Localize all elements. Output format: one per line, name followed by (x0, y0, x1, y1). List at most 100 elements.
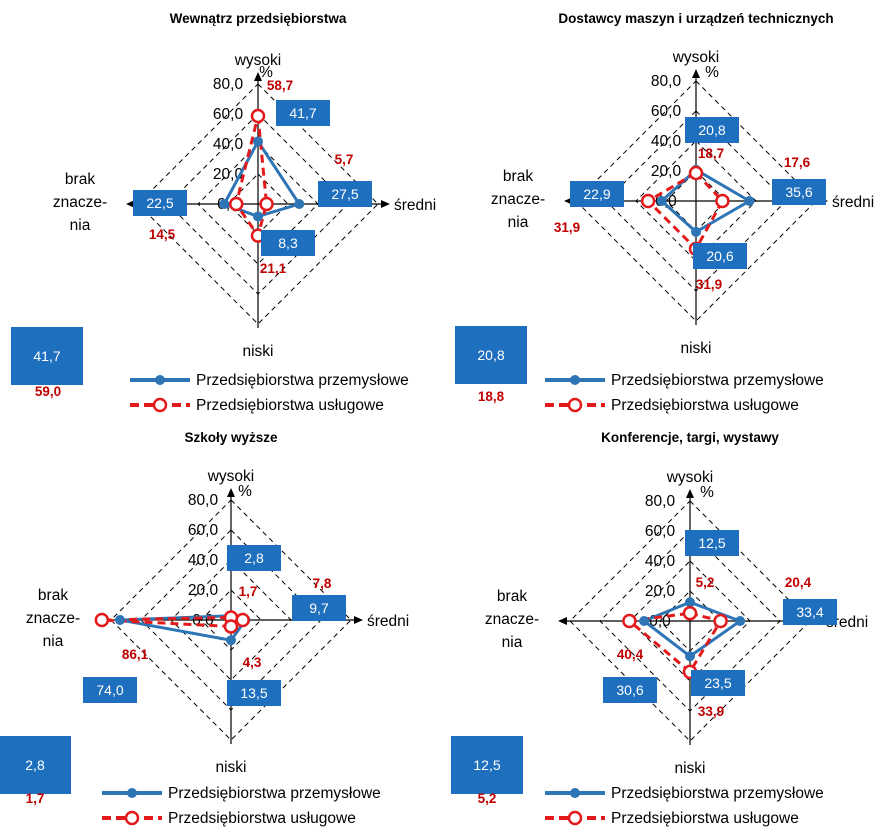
data-label-services: 18,7 (698, 146, 724, 161)
axis-arrowhead (686, 489, 694, 498)
extra-label-services: 59,0 (35, 384, 61, 399)
extra-label-box (455, 326, 527, 384)
axis-label-line: brak (497, 588, 527, 605)
series-services-line (645, 171, 725, 252)
data-label-industrial: 9,7 (309, 600, 329, 616)
axis-label-sredni: średni (832, 194, 874, 211)
series-services-point (715, 193, 730, 209)
data-label-industrial: 27,5 (331, 186, 358, 202)
data-label-services: 7,8 (313, 576, 332, 591)
series-services-point (682, 605, 698, 621)
axis-arrowhead (558, 617, 567, 625)
series-services-point (622, 613, 637, 629)
tick-label: 20,0 (188, 582, 219, 599)
legend-industrial-label: Przedsiębiorstwa przemysłowe (196, 372, 409, 389)
series-industrial-point (735, 616, 746, 626)
axis-label-line: znacze- (491, 191, 545, 208)
data-label-services: 17,6 (784, 155, 811, 170)
axis-arrowhead (126, 200, 135, 208)
data-label-services: 5,2 (696, 575, 715, 590)
data-label-box (685, 530, 739, 556)
tick-label: 40,0 (213, 136, 244, 153)
series-industrial-point (685, 651, 695, 662)
legend-services-marker (567, 397, 583, 413)
extra-label-services: 5,2 (478, 791, 497, 806)
data-label-box (772, 179, 826, 205)
series-services-point (94, 612, 110, 628)
series-services-point (259, 196, 274, 212)
axis-arrowhead (254, 72, 262, 81)
data-label-industrial: 20,6 (706, 248, 733, 264)
tick-label: 60,0 (651, 103, 682, 120)
axis-label-line: znacze- (53, 194, 107, 211)
radar-chart-2: Dostawcy maszyn i urządzeń technicznych 8… (455, 11, 874, 414)
data-label-industrial: 2,8 (244, 550, 264, 566)
axis-label-niski: niski (215, 759, 246, 776)
data-label-services: 20,4 (785, 575, 812, 590)
data-label-services: 5,7 (335, 152, 354, 167)
axis-label-niski: niski (242, 343, 273, 360)
data-label-services: 86,1 (122, 647, 149, 662)
axis-label-sredni: średni (367, 613, 409, 630)
data-label-services: 31,9 (696, 277, 722, 292)
series-services-point (688, 165, 704, 181)
data-label-services: 31,9 (554, 220, 580, 235)
axis-label-line: nia (502, 634, 523, 651)
axis-label-wysoki: wysoki (672, 49, 720, 66)
grid-ring (635, 140, 757, 262)
data-label-industrial: 30,6 (616, 682, 643, 698)
radar-chart-1: Wewnątrz przedsiębiorstwa 80,0 60,0 40,0 20,… (11, 11, 436, 414)
data-label-industrial: 22,9 (583, 186, 610, 202)
axis-arrowhead (692, 69, 700, 78)
data-label-box (133, 190, 187, 216)
series-services-point (640, 193, 656, 209)
series-services-point (250, 108, 266, 124)
series-services-point (235, 612, 250, 628)
data-label-services: 58,7 (267, 78, 293, 93)
legend-services-marker (567, 810, 583, 826)
data-label-services: 1,7 (239, 584, 258, 599)
data-label-services: 4,3 (243, 655, 262, 670)
data-label-industrial: 41,7 (289, 105, 316, 121)
data-label-box (318, 181, 372, 207)
tick-label: 80,0 (645, 493, 676, 510)
tick-label: 40,0 (188, 552, 219, 569)
chart-title: Szkoły wyższe (184, 430, 278, 445)
tick-label: 20,0 (645, 583, 676, 600)
axis-label-line: nia (508, 214, 529, 231)
series-industrial-point (226, 635, 236, 646)
tick-label: 80,0 (188, 492, 219, 509)
axis-label-brak-znaczenia: brak znacze-nia (485, 588, 539, 651)
tick-label: 60,0 (645, 523, 676, 540)
axis-label-line: znacze- (485, 611, 539, 628)
data-label-box (227, 680, 281, 706)
chart-title: Wewnątrz przedsiębiorstwa (170, 11, 347, 26)
legend-services-label: Przedsiębiorstwa usługowe (611, 810, 799, 827)
radar-chart-4: Konferencje, targi, wystawy 80,0 60,0 40,0 2… (451, 430, 868, 827)
series-industrial-point (253, 136, 263, 147)
data-label-services: 21,1 (260, 261, 287, 276)
axis-label-niski: niski (680, 340, 711, 357)
unit-label: % (238, 483, 252, 500)
extra-label-industrial: 20,8 (477, 347, 504, 363)
legend-services-label: Przedsiębiorstwa usługowe (611, 397, 799, 414)
tick-label: 80,0 (213, 76, 244, 93)
data-label-box (570, 181, 624, 207)
axis-label-line: brak (38, 587, 68, 604)
series-services-point (713, 613, 728, 629)
data-label-services: 40,4 (617, 647, 644, 662)
series-industrial-point (744, 196, 755, 206)
legend-industrial-label: Przedsiębiorstwa przemysłowe (168, 785, 381, 802)
data-label-industrial: 8,3 (278, 235, 298, 251)
series-industrial-point (115, 615, 125, 625)
legend-industrial-marker (127, 788, 137, 798)
axis-label-sredni: średni (394, 197, 436, 214)
data-label-box (693, 243, 747, 269)
tick-label: 20,0 (213, 166, 244, 183)
axis-arrowhead (381, 200, 390, 208)
data-label-box (691, 670, 745, 696)
data-label-industrial: 22,5 (146, 195, 173, 211)
unit-label: % (705, 64, 719, 81)
tick-label: 80,0 (651, 73, 682, 90)
unit-label: % (700, 484, 714, 501)
